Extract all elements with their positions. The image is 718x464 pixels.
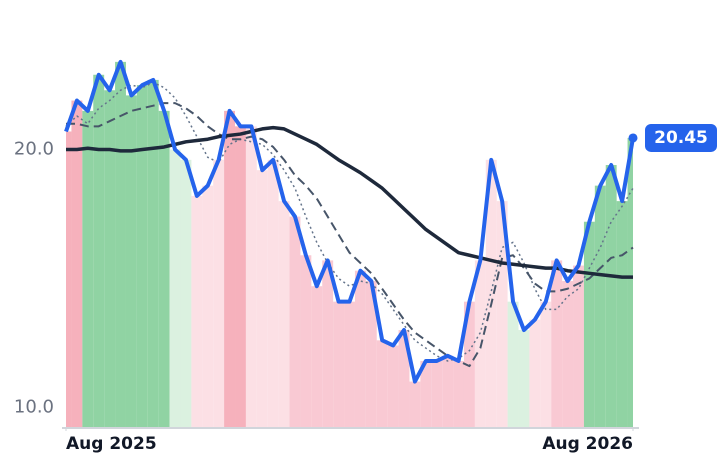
shade-bar [344,301,355,428]
shade-bar [333,301,345,428]
shade-bar [573,265,584,428]
shade-bar [93,74,105,428]
y-tick-label: 20.0 [14,139,54,160]
shade-bar [300,255,312,428]
shade-bar [256,170,268,428]
shade-bar [365,281,377,428]
shade-bar [115,61,126,428]
shade-bar [322,260,334,428]
shade-bar [289,216,301,428]
shade-bar [354,270,366,428]
shade-bar [245,126,257,429]
shade-bar [529,319,541,428]
shade-bar [191,195,203,428]
shade-bar [616,201,628,428]
shade-bar [235,126,246,429]
shade-bar [442,355,454,428]
shade-bar [213,159,225,429]
value-label: 20.45 [654,128,708,148]
shade-bar [583,221,595,428]
shade-bar [147,79,159,429]
line [66,125,633,279]
value-badge [645,123,717,152]
shade-bar [66,131,72,429]
shade-bar [453,360,464,428]
last-point [628,133,638,143]
shade-bar [180,159,192,429]
shade-bar [169,149,181,428]
shade-bar [518,330,530,428]
line [64,59,635,384]
x-tick-label: Aug 2025 [66,434,157,454]
x-tick-label: Aug 2026 [542,434,633,454]
shade-bar [562,281,574,428]
shade-bar [627,137,633,428]
shade-bar [420,360,432,428]
shade-bar [224,110,236,429]
shade-bar [496,201,508,428]
shade-bar [409,381,421,428]
shade-bar [71,100,83,429]
shade-bar [605,165,617,428]
shade-bar [125,95,137,429]
y-tick-label: 10.0 [14,396,54,417]
shade-bar [387,345,399,428]
shade-bar [82,110,94,429]
shade-bar [594,185,606,428]
shade-bar [136,85,148,428]
shade-bar [202,185,214,428]
shade-bar [507,301,519,428]
shade-bar [540,301,552,428]
shade-bar [267,159,279,429]
shade-bar [485,159,497,429]
line [65,81,634,362]
shade-bar [398,330,410,428]
shade-bar [431,360,443,428]
shade-bar [278,201,290,428]
shade-bar [551,260,563,428]
shade-bar [376,340,388,428]
shade-bar [104,90,116,428]
shade-bar [158,110,170,429]
shade-bar [311,286,323,428]
